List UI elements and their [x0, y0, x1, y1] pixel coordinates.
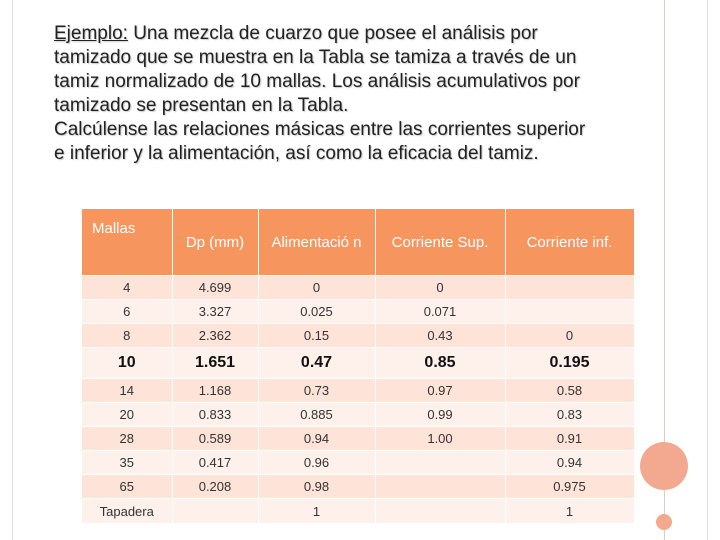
- header-dp: Dp (mm): [172, 209, 259, 276]
- table-row: 35 0.417 0.96 0.94: [82, 450, 635, 475]
- table-row: 6 3.327 0.025 0.071: [82, 299, 635, 324]
- example-label: Ejemplo:: [54, 23, 128, 44]
- header-corriente-inf: Corriente inf.: [505, 209, 635, 276]
- table-row: 65 0.208 0.98 0.975: [82, 474, 635, 499]
- table-row: 14 1.168 0.73 0.97 0.58: [82, 378, 635, 403]
- cell-dp: 2.362: [172, 323, 259, 348]
- table-body: 4 4.699 0 0 6 3.327 0.025 0.071 8 2.362 0.15 0.43 0 1…: [82, 275, 635, 523]
- header-alimentacion: Alimentació n: [258, 209, 376, 276]
- decorative-circle-small: [656, 514, 672, 530]
- cell-corriente-inf: 0.83: [505, 402, 635, 427]
- cell-corriente-sup: 0.97: [375, 378, 506, 403]
- table-row: 10 1.651 0.47 0.85 0.195: [82, 347, 635, 379]
- header-corriente-sup: Corriente Sup.: [375, 209, 506, 276]
- statement-line-3: tamiz normalizado de 10 mallas. Los anál…: [54, 71, 580, 92]
- cell-corriente-inf: 0.195: [505, 347, 635, 379]
- statement-line-2: tamizado que se muestra en la Tabla se t…: [54, 47, 577, 68]
- slide-frame: [12, 0, 708, 540]
- cell-alimentacion: 0.94: [258, 426, 376, 451]
- statement-line-5: Calcúlense las relaciones másicas entre …: [54, 119, 586, 140]
- cell-corriente-sup: [375, 498, 506, 523]
- cell-mallas: 14: [82, 378, 173, 403]
- cell-corriente-sup: 0: [375, 275, 506, 300]
- statement-line-1: Ejemplo: Una mezcla de cuarzo que posee …: [54, 22, 674, 46]
- cell-mallas: 8: [82, 323, 173, 348]
- cell-mallas: 65: [82, 474, 173, 499]
- table-row: 4 4.699 0 0: [82, 275, 635, 300]
- cell-alimentacion: 0: [258, 275, 376, 300]
- table-header-row: Mallas Dp (mm) Alimentació n Corriente S…: [82, 209, 635, 276]
- table-row: 28 0.589 0.94 1.00 0.91: [82, 426, 635, 451]
- cell-alimentacion: 1: [258, 498, 376, 523]
- cell-alimentacion: 0.47: [258, 347, 376, 379]
- statement-line-6: e inferior y la alimentación, así como l…: [54, 143, 539, 164]
- cell-corriente-sup: 0.43: [375, 323, 506, 348]
- cell-corriente-sup: 0.85: [375, 347, 506, 379]
- sieve-analysis-table: Mallas Dp (mm) Alimentació n Corriente S…: [82, 209, 635, 523]
- cell-dp: 0.833: [172, 402, 259, 427]
- decorative-line: [664, 0, 665, 540]
- cell-alimentacion: 0.885: [258, 402, 376, 427]
- table-row: Tapadera 1 1: [82, 498, 635, 523]
- cell-corriente-inf: 0.94: [505, 450, 635, 475]
- cell-dp: 1.168: [172, 378, 259, 403]
- cell-corriente-inf: [505, 299, 635, 324]
- header-mallas: Mallas: [82, 209, 173, 276]
- cell-corriente-sup: [375, 474, 506, 499]
- cell-dp: 0.589: [172, 426, 259, 451]
- cell-corriente-sup: 0.071: [375, 299, 506, 324]
- cell-mallas: 20: [82, 402, 173, 427]
- cell-mallas: 6: [82, 299, 173, 324]
- decorative-circle: [640, 442, 688, 490]
- cell-corriente-inf: [505, 275, 635, 300]
- cell-alimentacion: 0.73: [258, 378, 376, 403]
- cell-mallas: Tapadera: [82, 498, 173, 523]
- cell-mallas: 10: [82, 347, 173, 379]
- table-row: 8 2.362 0.15 0.43 0: [82, 323, 635, 348]
- cell-mallas: 4: [82, 275, 173, 300]
- cell-corriente-sup: 0.99: [375, 402, 506, 427]
- table-row: 20 0.833 0.885 0.99 0.83: [82, 402, 635, 427]
- cell-alimentacion: 0.025: [258, 299, 376, 324]
- cell-alimentacion: 0.15: [258, 323, 376, 348]
- cell-mallas: 35: [82, 450, 173, 475]
- cell-dp: [172, 498, 259, 523]
- cell-dp: 1.651: [172, 347, 259, 379]
- statement-line-1-rest: Una mezcla de cuarzo que posee el anális…: [127, 23, 538, 44]
- cell-corriente-inf: 0: [505, 323, 635, 348]
- cell-corriente-sup: 1.00: [375, 426, 506, 451]
- cell-dp: 0.208: [172, 474, 259, 499]
- cell-alimentacion: 0.96: [258, 450, 376, 475]
- cell-corriente-sup: [375, 450, 506, 475]
- cell-corriente-inf: 1: [505, 498, 635, 523]
- cell-dp: 3.327: [172, 299, 259, 324]
- cell-alimentacion: 0.98: [258, 474, 376, 499]
- cell-dp: 4.699: [172, 275, 259, 300]
- cell-dp: 0.417: [172, 450, 259, 475]
- problem-statement: Ejemplo: Una mezcla de cuarzo que posee …: [54, 22, 674, 166]
- statement-line-4: tamizado se presentan en la Tabla.: [54, 95, 349, 116]
- cell-corriente-inf: 0.975: [505, 474, 635, 499]
- cell-corriente-inf: 0.91: [505, 426, 635, 451]
- cell-mallas: 28: [82, 426, 173, 451]
- cell-corriente-inf: 0.58: [505, 378, 635, 403]
